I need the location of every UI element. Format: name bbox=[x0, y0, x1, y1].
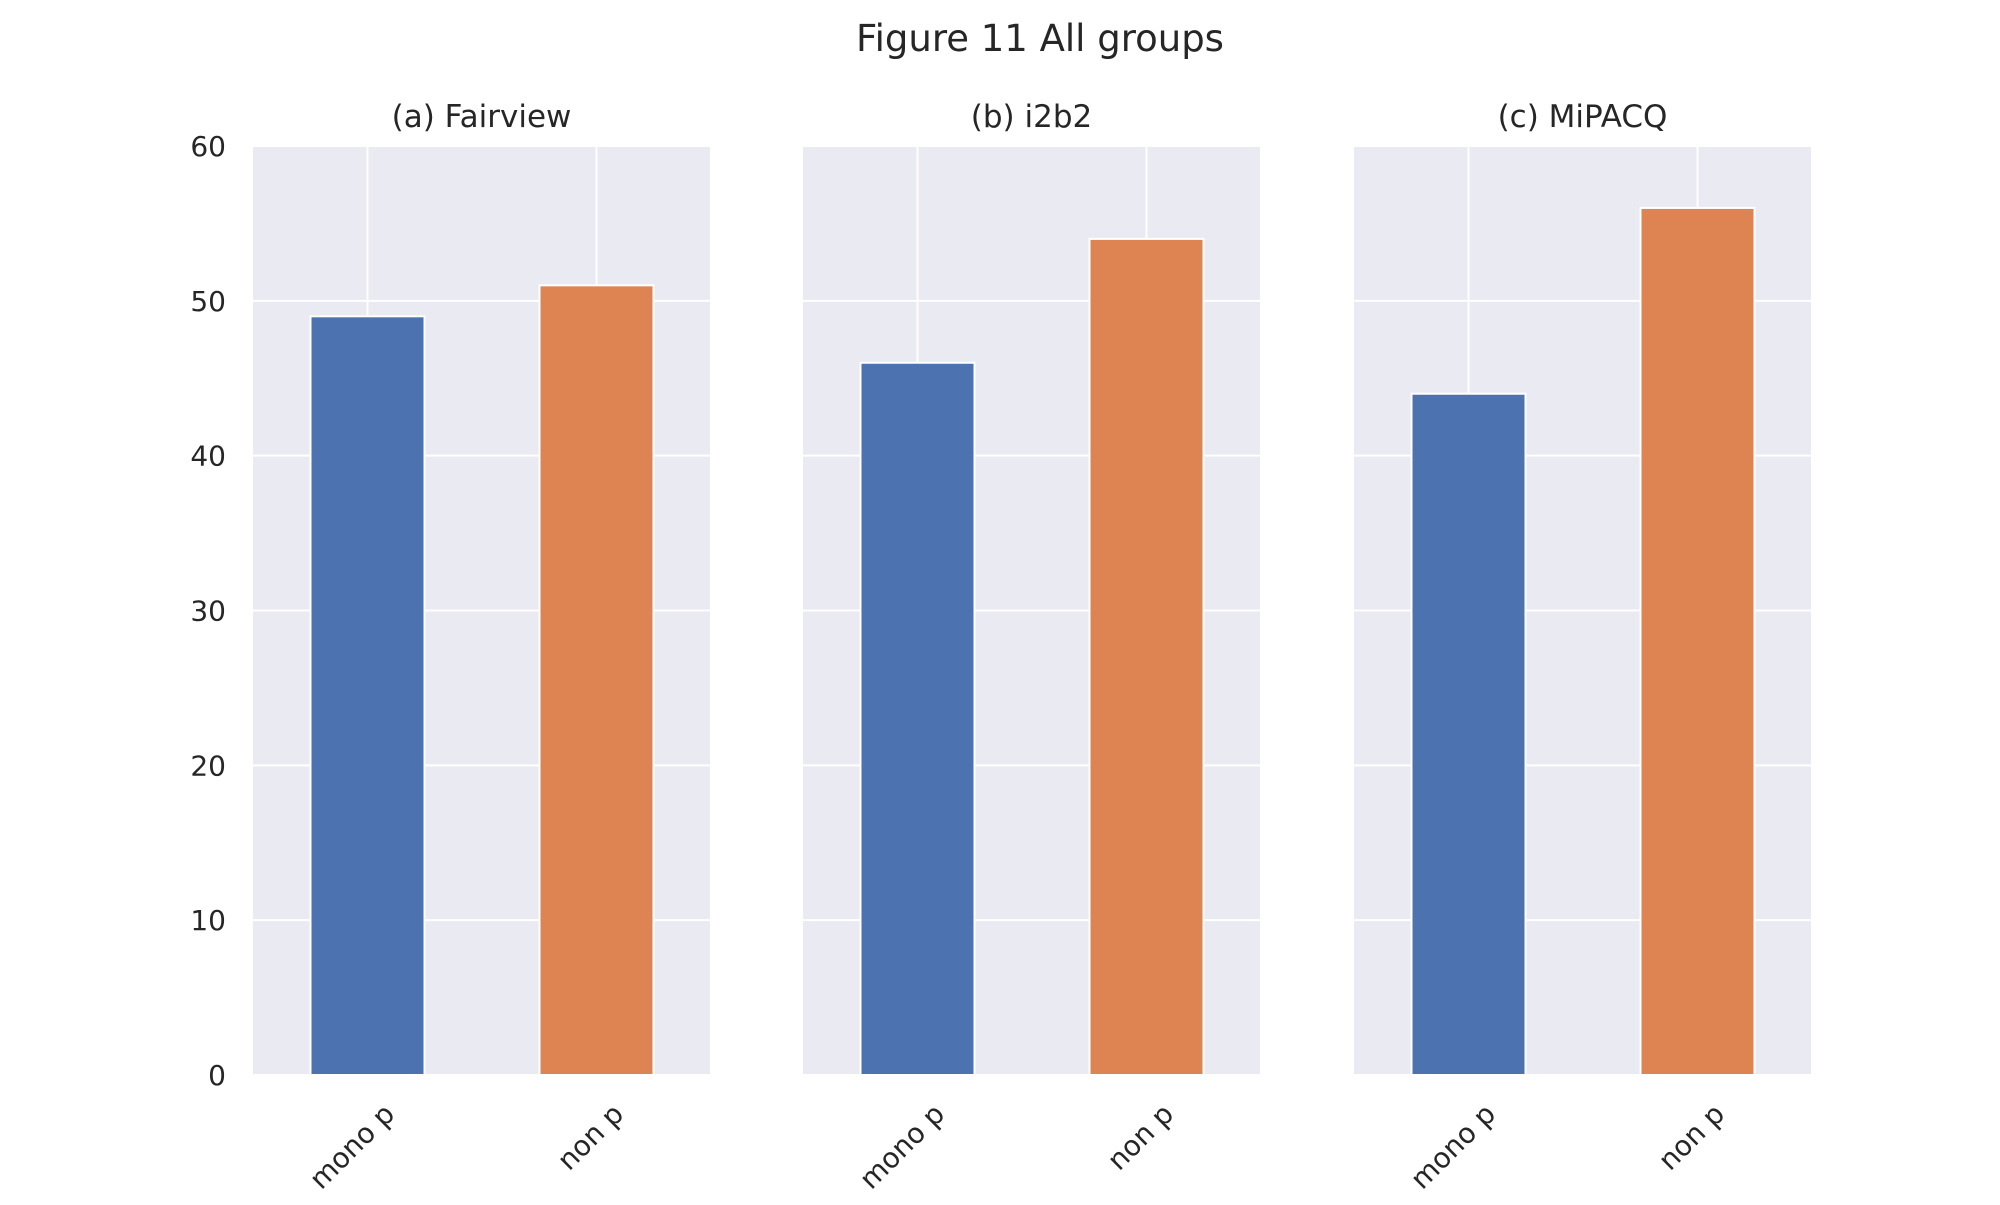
x-tick-label: mono p bbox=[303, 1097, 401, 1195]
panel-2: (b) i2b2 mono p non p bbox=[803, 99, 1260, 1196]
y-tick-label: 60 bbox=[190, 130, 226, 163]
bar-mono-p bbox=[859, 361, 976, 1076]
x-tick-label: mono p bbox=[853, 1097, 951, 1195]
y-tick-label: 30 bbox=[190, 595, 226, 628]
figure-title: Figure 11 All groups bbox=[856, 17, 1224, 60]
panel-1: (a) Fairview mono p non p 0 10 20 30 40 50 60 bbox=[190, 99, 710, 1196]
panel-3: (c) MiPACQ mono p non p bbox=[1354, 99, 1811, 1196]
panels: (a) Fairview mono p non p 0 10 20 30 40 50 60 (b) … bbox=[190, 99, 1811, 1196]
panel-title: (b) i2b2 bbox=[971, 99, 1092, 135]
y-tick-label: 20 bbox=[190, 749, 226, 782]
bar-mono-p bbox=[309, 315, 426, 1077]
bar-mono-p bbox=[1410, 392, 1527, 1076]
x-tick-label: mono p bbox=[1404, 1097, 1502, 1195]
panel-title: (a) Fairview bbox=[392, 99, 572, 135]
bar-non-p bbox=[1639, 206, 1756, 1076]
bar-non-p bbox=[1088, 237, 1205, 1076]
x-tick-label: non p bbox=[1101, 1097, 1180, 1176]
x-tick-label: non p bbox=[1652, 1097, 1731, 1176]
x-tick-label: non p bbox=[551, 1097, 630, 1176]
bar-non-p bbox=[538, 284, 655, 1077]
panel-title: (c) MiPACQ bbox=[1498, 99, 1668, 135]
y-tick-label: 40 bbox=[190, 440, 226, 473]
y-tick-label: 50 bbox=[190, 285, 226, 318]
y-tick-label: 0 bbox=[208, 1059, 226, 1092]
y-tick-label: 10 bbox=[190, 904, 226, 937]
